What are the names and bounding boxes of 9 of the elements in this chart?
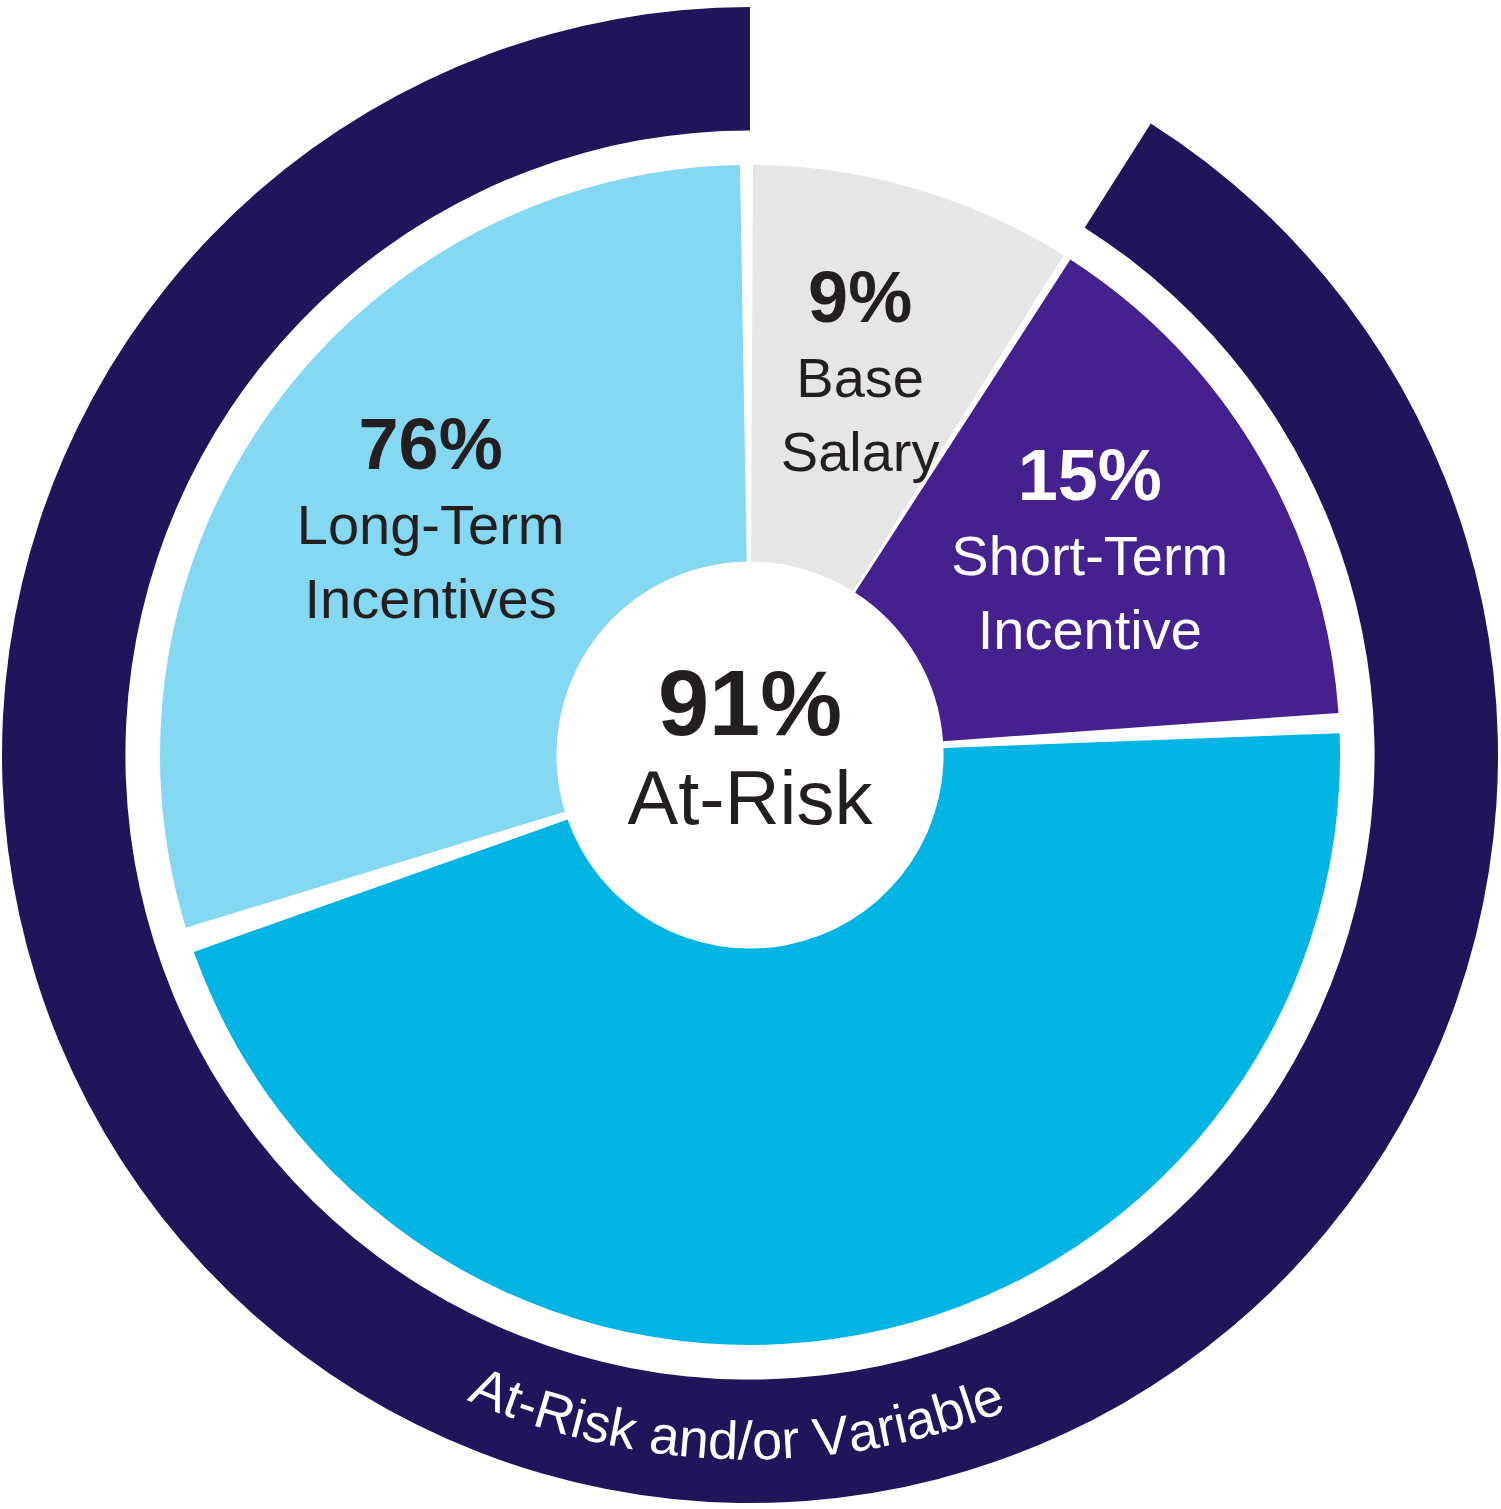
text: At-Risk: [627, 754, 874, 840]
text: At-Risk and/or Variable: [462, 1354, 1012, 1471]
data-label: 15%: [1017, 434, 1162, 515]
slice-label: Base Salary: [780, 346, 940, 484]
text: 76%: [358, 403, 503, 484]
slice-label: Long-Term Incentives: [296, 493, 565, 631]
data-label: 9%: [808, 256, 913, 337]
data-label: 91%: [657, 652, 843, 755]
slice-label: Short-Term Incentive: [951, 524, 1229, 662]
